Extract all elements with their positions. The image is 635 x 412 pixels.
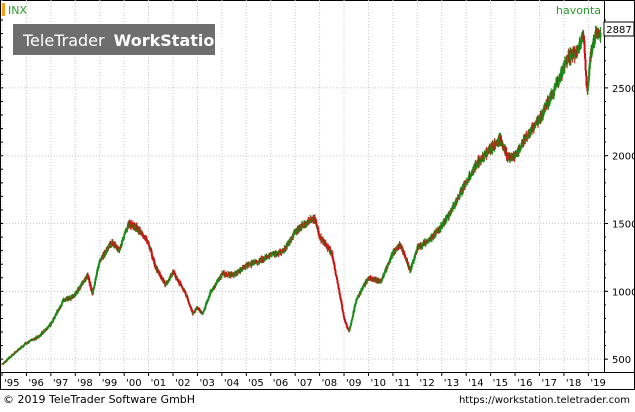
price-bar-body: [92, 289, 95, 294]
price-bar-body: [89, 284, 92, 289]
price-bar-body: [239, 268, 242, 272]
last-value-text: 2887: [606, 25, 631, 36]
price-bar-body: [381, 278, 384, 281]
price-bar-body: [588, 67, 591, 76]
price-bar-body: [354, 303, 357, 307]
x-tick-label: '08: [322, 378, 337, 389]
left-minor-ticks: [0, 19, 3, 360]
price-bar-body: [584, 59, 587, 71]
x-tick-label: '03: [199, 378, 214, 389]
price-bar-body: [123, 234, 126, 238]
price-bar-body: [186, 296, 189, 300]
watermark-product: WorkStation: [114, 31, 226, 50]
plot-frame: [0, 0, 635, 390]
y-tick-label: 2000: [612, 152, 635, 163]
price-bar-body: [358, 293, 361, 296]
x-tick-label: '19: [590, 378, 605, 389]
title-marker: [2, 3, 5, 16]
y-tick-label: 1500: [612, 220, 635, 231]
x-tick-label: '10: [370, 378, 385, 389]
footer-url[interactable]: https://workstation.teletrader.com: [459, 395, 630, 406]
price-bar-body: [339, 295, 342, 299]
price-bar-body: [154, 263, 157, 268]
x-tick-label: '95: [4, 378, 19, 389]
x-tick-label: '05: [248, 378, 263, 389]
price-bar-body: [55, 311, 58, 314]
last-value-label: 2887: [603, 21, 635, 37]
watermark: TeleTrader WorkStation: [13, 24, 226, 55]
x-tick-label: '14: [468, 378, 483, 389]
x-tick-label: '09: [346, 378, 361, 389]
price-bar-body: [410, 265, 413, 270]
x-tick-label: '12: [419, 378, 434, 389]
price-bar-body: [341, 308, 344, 312]
price-bar-body: [340, 301, 343, 305]
price-bar-body: [345, 324, 348, 328]
x-tick-label: '99: [102, 378, 117, 389]
chart-title: INX: [8, 4, 27, 17]
price-bars: [1, 25, 602, 365]
price-bar-body: [350, 322, 353, 326]
x-tick-label: '06: [273, 378, 288, 389]
x-tick-label: '97: [53, 378, 68, 389]
price-bar-body: [585, 75, 588, 86]
y-tick-label: 1000: [612, 287, 635, 298]
price-bar-body: [336, 279, 339, 284]
price-bar-body: [153, 260, 156, 265]
x-tick-label: '02: [175, 378, 190, 389]
watermark-brand: TeleTrader: [22, 31, 105, 50]
x-tick-label: '01: [151, 378, 166, 389]
price-bar-body: [391, 252, 394, 256]
x-tick-label: '04: [224, 378, 239, 389]
svg-text:TeleTrader WorkStation: TeleTrader WorkStation: [22, 31, 226, 50]
y-tick-label: 500: [612, 355, 631, 366]
source-label: havonta: [556, 4, 601, 17]
price-bar-body: [342, 312, 345, 317]
price-bar-body: [343, 316, 346, 319]
price-bar-body: [413, 254, 416, 259]
price-bar-body: [331, 251, 334, 258]
x-tick-label: '07: [297, 378, 312, 389]
price-bar-body: [359, 290, 362, 293]
price-bar-body: [584, 70, 587, 76]
price-bar-body: [150, 252, 153, 257]
gridlines: [0, 0, 604, 372]
x-tick-label: '00: [126, 378, 141, 389]
price-bar-body: [337, 284, 340, 289]
footer-copyright: © 2019 TeleTrader Software GmbH: [3, 393, 195, 406]
price-bar-body: [315, 220, 318, 226]
x-tick-label: '15: [493, 378, 508, 389]
y-tick-label: 2500: [612, 84, 635, 95]
price-bar-body: [563, 62, 566, 68]
price-bar-body: [188, 303, 191, 306]
price-bar-body: [352, 311, 355, 315]
price-bar-body: [218, 277, 221, 280]
price-bar-body: [286, 243, 289, 247]
x-axis-ticks: '95 '96 '97 '98 '99 '00 '01 '02 '03 '04 '05 '06 '07 '…: [1, 372, 606, 389]
x-tick-label: '11: [395, 378, 410, 389]
price-bar-body: [341, 304, 344, 309]
price-bar-body: [350, 320, 353, 323]
price-bar-body: [94, 281, 97, 285]
price-bar-body: [53, 317, 56, 320]
x-tick-label: '96: [28, 378, 43, 389]
price-bar-body: [355, 299, 358, 303]
price-bar-body: [343, 319, 346, 322]
price-bar-body: [583, 41, 586, 53]
x-tick-label: '13: [444, 378, 459, 389]
price-bar-body: [445, 216, 448, 222]
x-tick-label: '18: [566, 378, 581, 389]
x-tick-label: '16: [517, 378, 532, 389]
x-tick-label: '98: [77, 378, 92, 389]
price-bar-body: [599, 32, 602, 38]
x-tick-label: '17: [541, 378, 556, 389]
price-bar-body: [334, 270, 337, 275]
